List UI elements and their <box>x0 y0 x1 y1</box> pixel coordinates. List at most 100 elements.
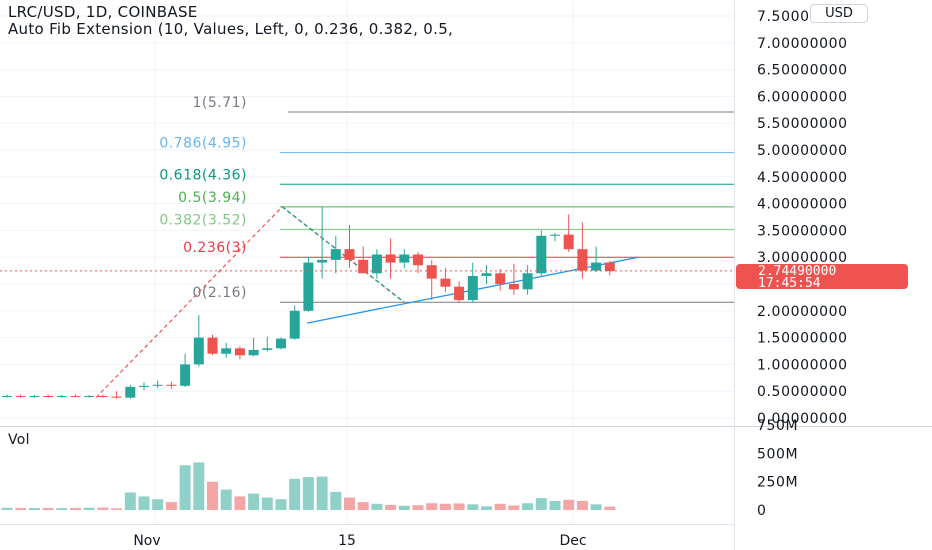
indicator-legend[interactable]: Auto Fib Extension (10, Values, Left, 0,… <box>8 20 454 38</box>
candle-body <box>413 254 423 266</box>
volume-bar <box>439 503 451 510</box>
price-axis-label: 6.50000000 <box>757 63 848 79</box>
volume-bar <box>275 499 287 510</box>
price-axis-label: 4.00000000 <box>757 197 848 213</box>
volume-bar <box>385 504 397 510</box>
candle-body <box>522 273 533 290</box>
candle-body <box>563 234 574 250</box>
price-axis-label: 5.00000000 <box>757 143 848 159</box>
candle-body <box>29 396 40 398</box>
time-axis-label: Dec <box>559 533 586 549</box>
volume-bar <box>494 503 506 510</box>
volume-axis-label: 0 <box>757 503 767 519</box>
volume-bar <box>316 476 328 510</box>
candle-body <box>15 396 26 398</box>
current-price-badge: 2.74490000 17:45:54 <box>736 263 908 291</box>
symbol-title[interactable]: LRC/USD, 1D, COINBASE <box>8 3 198 21</box>
price-axis-label: 1.00000000 <box>757 357 848 373</box>
volume-bar <box>111 508 123 510</box>
volume-bar <box>70 507 81 510</box>
volume-bar <box>97 507 109 510</box>
candle-body <box>426 265 437 279</box>
candle-body <box>234 348 245 356</box>
volume-bar <box>234 496 246 510</box>
volume-axis-label: 250M <box>757 475 798 491</box>
candle-body <box>495 273 506 284</box>
candle-body <box>577 249 588 271</box>
time-axis-label: 15 <box>338 533 356 549</box>
fib-levels: 1(5.71) 0.786(4.95) 0.618(4.36) 0.5(3.94) 0.… <box>159 95 734 303</box>
price-axis-label: 4.50000000 <box>757 170 848 186</box>
volume-axis-label: 750M <box>757 418 798 434</box>
candle-body <box>166 384 177 386</box>
fib-label-2: 0.618(4.36) <box>159 167 247 183</box>
price-axis-label: 1.50000000 <box>757 331 848 347</box>
volume-bar <box>124 492 136 510</box>
candle-body <box>152 384 163 386</box>
volume-bar <box>248 493 260 510</box>
volume-bar <box>261 497 273 510</box>
candle-body <box>193 337 204 365</box>
volume-bars <box>1 462 616 510</box>
price-axis-label: 0.00000000 <box>757 411 848 427</box>
candle-body <box>276 338 286 349</box>
volume-bar <box>398 505 410 510</box>
candle-body <box>207 337 218 354</box>
volume-bar <box>549 500 561 510</box>
candles <box>2 206 615 399</box>
volume-bar <box>193 462 205 510</box>
candle-body <box>248 349 259 356</box>
candle-body <box>371 254 382 274</box>
price-axis-label: 7.00000000 <box>757 36 848 52</box>
current-price-value: 2.74490000 <box>758 263 837 279</box>
candle-body <box>2 396 12 398</box>
volume-bar <box>426 503 438 510</box>
volume-bar <box>302 477 314 510</box>
candle-body <box>508 284 519 290</box>
volume-bar <box>330 491 342 510</box>
candle-body <box>289 310 300 339</box>
candle-body <box>111 396 122 398</box>
candle-body <box>262 348 273 350</box>
volume-axis-label: 500M <box>757 446 798 462</box>
volume-bar <box>28 508 40 510</box>
candle-body <box>56 396 67 398</box>
currency-button[interactable]: USD <box>810 4 868 23</box>
price-axis-label: 2.00000000 <box>757 304 848 320</box>
volume-bar <box>83 507 95 510</box>
volume-bar <box>289 478 301 510</box>
volume-bar <box>535 498 547 510</box>
volume-bar <box>467 504 479 510</box>
candle-body <box>84 396 95 398</box>
candle-body <box>536 235 547 274</box>
volume-bar <box>344 497 355 510</box>
volume-bar <box>15 507 27 510</box>
volume-bar <box>481 506 492 510</box>
volume-bar <box>604 506 616 510</box>
price-axis-label: 5.50000000 <box>757 116 848 132</box>
volume-axis[interactable]: 750M 500M 250M 0 <box>757 418 798 519</box>
candle-body <box>399 254 410 263</box>
volume-bar <box>590 504 602 510</box>
bar-countdown: 17:45:54 <box>758 275 821 291</box>
time-axis[interactable]: Nov 15 Dec <box>133 533 586 549</box>
candle-body <box>330 249 341 260</box>
volume-bar <box>563 499 575 510</box>
price-axis-label: 3.50000000 <box>757 223 848 239</box>
volume-bar <box>152 499 164 510</box>
volume-bar <box>138 496 150 510</box>
volume-bar <box>412 505 424 510</box>
volume-bar <box>165 502 177 510</box>
volume-title[interactable]: Vol <box>8 432 30 448</box>
candle-body <box>440 278 451 287</box>
price-axis-label: 3.00000000 <box>757 250 848 266</box>
price-axis-label: 6.00000000 <box>757 89 848 105</box>
volume-bar <box>371 503 383 510</box>
candle-body <box>43 396 54 398</box>
candle-body <box>454 286 465 301</box>
volume-bar <box>179 465 191 510</box>
fib-label-6: 0(2.16) <box>192 285 247 301</box>
volume-bar <box>220 489 232 510</box>
fib-label-0: 1(5.71) <box>192 95 247 111</box>
candle-body <box>70 396 81 398</box>
